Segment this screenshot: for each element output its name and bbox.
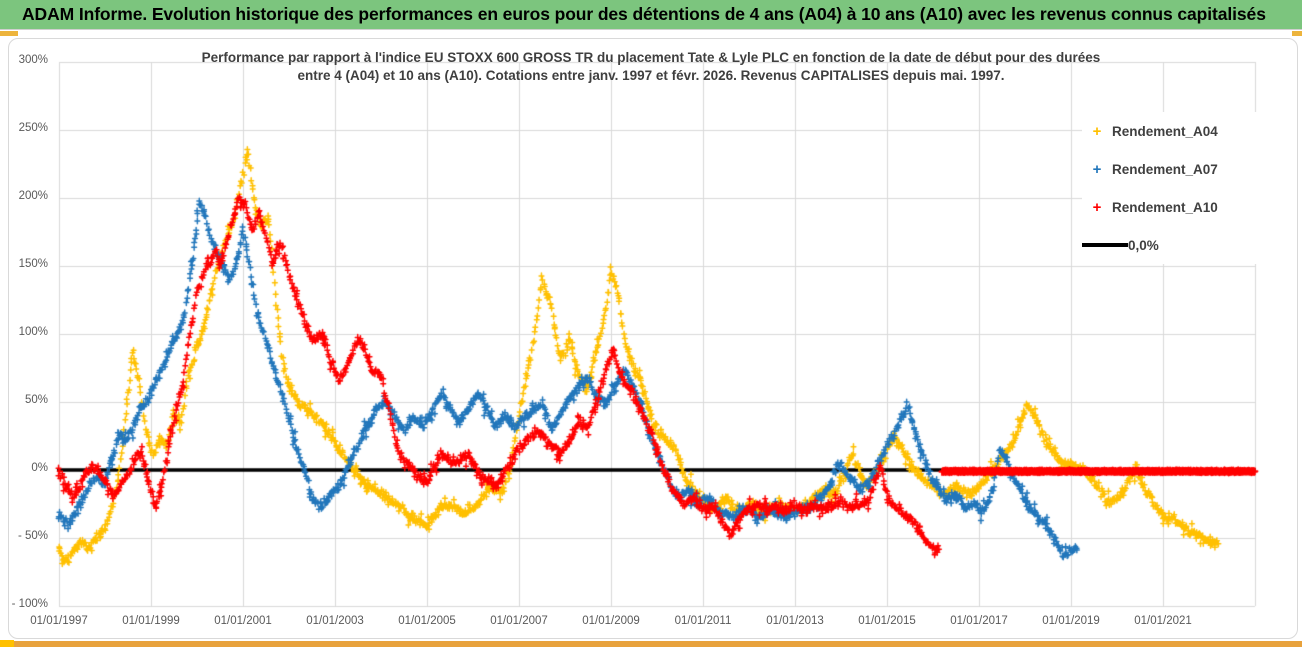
legend-item-rendement-a04[interactable]: + Rendement_A04 [1082,112,1264,150]
legend-label: Rendement_A07 [1112,161,1218,177]
x-axis-tick-label: 01/01/2015 [858,615,916,627]
bottom-gold-corner [0,640,14,647]
y-axis-tick-label: - 100% [11,598,48,610]
x-axis-tick-label: 01/01/2001 [214,615,272,627]
gold-accent-left [0,31,18,36]
chart-title-line2: entre 4 (A04) et 10 ans (A10). Cotations… [297,68,1005,83]
legend-label: 0,0% [1128,237,1159,253]
x-axis-tick-label: 01/01/2017 [950,615,1008,627]
plus-marker-icon: + [1092,198,1102,216]
x-axis-tick-label: 01/01/2011 [674,615,732,627]
x-axis-tick-label: 01/01/2005 [398,615,456,627]
plus-marker-icon: + [1092,160,1102,178]
bottom-gold-bar [0,641,1302,647]
y-axis-tick-label: 50% [24,394,48,406]
chart-legend: + Rendement_A04 + Rendement_A07 + Rendement_A… [1082,112,1264,264]
y-axis-tick-label: 100% [18,326,48,338]
x-axis-tick-label: 01/01/1999 [122,615,180,627]
plus-marker-icon: + [1092,122,1102,140]
x-axis-tick-label: 01/01/2013 [766,615,824,627]
x-axis-tick-label: 01/01/2009 [582,615,640,627]
legend-item-rendement-a07[interactable]: + Rendement_A07 [1082,150,1264,188]
x-axis-tick-label: 01/01/1997 [30,615,88,627]
legend-item-0-0-[interactable]: 0,0% [1082,226,1264,264]
legend-item-rendement-a10[interactable]: + Rendement_A10 [1082,188,1264,226]
y-axis-tick-label: - 50% [17,530,48,542]
y-axis-tick-label: 150% [18,258,48,270]
x-axis-tick-label: 01/01/2021 [1134,615,1192,627]
header-bar: ADAM Informe. Evolution historique des p… [0,0,1302,30]
chart-title-line1: Performance par rapport à l'indice EU ST… [201,50,1101,65]
y-axis-tick-label: 300% [18,54,48,66]
x-axis-tick-label: 01/01/2007 [490,615,548,627]
y-axis-tick-label: 200% [18,190,48,202]
y-axis-tick-label: 250% [18,122,48,134]
zero-line-swatch [1082,243,1128,247]
gold-accent-right [1292,31,1302,36]
x-axis-tick-label: 01/01/2019 [1042,615,1100,627]
chart-title: Performance par rapport à l'indice EU ST… [36,49,1266,85]
y-axis-tick-label: 0% [31,462,48,474]
page-title: ADAM Informe. Evolution historique des p… [22,4,1266,24]
legend-label: Rendement_A10 [1112,199,1218,215]
x-axis-tick-label: 01/01/2003 [306,615,364,627]
legend-label: Rendement_A04 [1112,123,1218,139]
